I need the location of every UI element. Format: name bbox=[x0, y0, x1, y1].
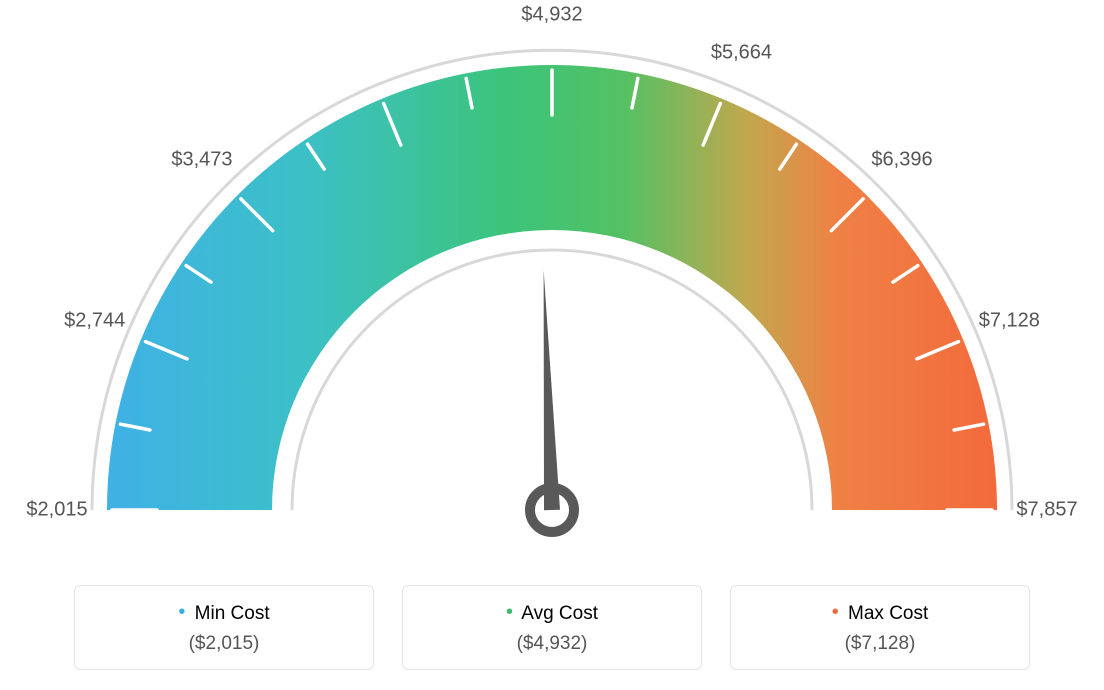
scale-label: $3,473 bbox=[171, 148, 232, 171]
dot-icon: • bbox=[832, 601, 839, 623]
scale-label: $2,015 bbox=[26, 499, 87, 522]
legend-value-avg: ($4,932) bbox=[403, 633, 701, 655]
scale-label: $4,932 bbox=[521, 4, 582, 27]
legend-label: Max Cost bbox=[848, 603, 928, 624]
legend-title-max: • Max Cost bbox=[731, 602, 1029, 625]
legend-card-max: • Max Cost ($7,128) bbox=[730, 585, 1030, 670]
dot-icon: • bbox=[506, 601, 513, 623]
scale-label: $7,128 bbox=[979, 309, 1040, 332]
legend-row: • Min Cost ($2,015) • Avg Cost ($4,932) … bbox=[0, 585, 1104, 670]
legend-card-min: • Min Cost ($2,015) bbox=[74, 585, 374, 670]
legend-title-avg: • Avg Cost bbox=[403, 602, 701, 625]
legend-label: Avg Cost bbox=[521, 603, 598, 624]
legend-title-min: • Min Cost bbox=[75, 602, 373, 625]
dot-icon: • bbox=[178, 601, 185, 623]
legend-label: Min Cost bbox=[195, 603, 270, 624]
scale-label: $6,396 bbox=[871, 148, 932, 171]
scale-label: $2,744 bbox=[64, 309, 125, 332]
gauge-chart: $2,015 $2,744 $3,473 $4,932 $5,664 $6,396 $7,1… bbox=[0, 0, 1104, 560]
gauge-svg bbox=[0, 0, 1104, 560]
legend-card-avg: • Avg Cost ($4,932) bbox=[402, 585, 702, 670]
legend-value-max: ($7,128) bbox=[731, 633, 1029, 655]
scale-label: $7,857 bbox=[1016, 499, 1077, 522]
scale-label: $5,664 bbox=[711, 41, 772, 64]
legend-value-min: ($2,015) bbox=[75, 633, 373, 655]
